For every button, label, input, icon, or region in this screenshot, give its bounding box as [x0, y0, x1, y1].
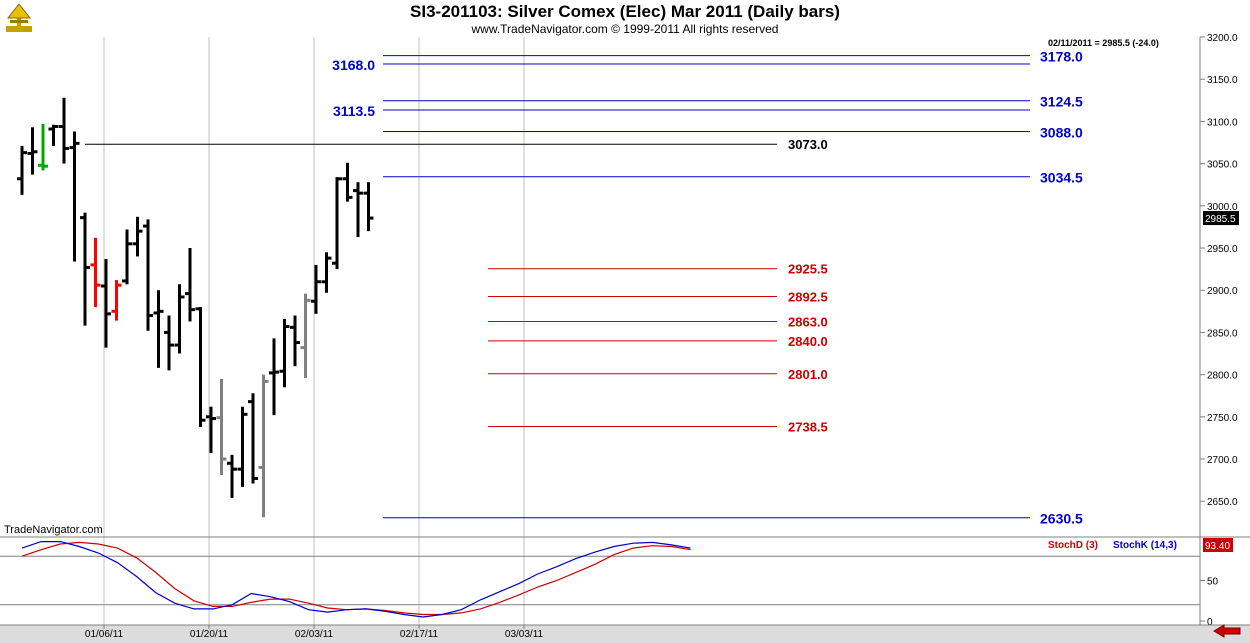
- price-tick-label: 2800.0: [1207, 371, 1238, 382]
- ohlc-bar[interactable]: [216, 378, 227, 476]
- ohlc-bar[interactable]: [80, 212, 90, 326]
- price-level-label: 3178.0: [1040, 49, 1083, 65]
- ohlc-bar[interactable]: [27, 127, 38, 175]
- price-tick-label: 2700.0: [1207, 455, 1238, 466]
- price-level-label: 2801.0: [788, 367, 828, 382]
- date-tick-label: 02/03/11: [295, 629, 334, 640]
- stochastic-panel: 0 50 StochD (3) StochK (14,3) 93.40: [0, 538, 1233, 628]
- stoch-legend-k: StochK (14,3): [1113, 540, 1177, 551]
- ohlc-bar[interactable]: [227, 454, 237, 498]
- price-tick-label: 3100.0: [1207, 117, 1238, 128]
- price-level-label: 3113.5: [333, 103, 375, 119]
- stoch-legend-d: StochD (3): [1048, 540, 1098, 551]
- ohlc-bar[interactable]: [153, 290, 164, 368]
- price-tick-label: 3050.0: [1207, 160, 1238, 171]
- price-tick-label: 2900.0: [1207, 286, 1238, 297]
- chart-title: SI3-201103: Silver Comex (Elec) Mar 2011…: [410, 2, 840, 21]
- price-level-label: 2840.0: [788, 334, 828, 349]
- status-readout: 02/11/2011 = 2985.5 (-24.0): [1048, 38, 1159, 48]
- price-level-label: 2630.5: [1040, 511, 1083, 527]
- ohlc-bar[interactable]: [185, 248, 195, 322]
- price-bars: [17, 97, 374, 518]
- ohlc-bar[interactable]: [132, 216, 143, 257]
- ohlc-bar[interactable]: [90, 237, 101, 308]
- trade-navigator-logo-icon[interactable]: [4, 2, 34, 34]
- price-axis-background: [1200, 37, 1250, 625]
- axes: 2650.0 2700.0 2750.0 2800.0 2850.0 2900.0 2950…: [0, 33, 1250, 640]
- stoch-tick-label: 50: [1207, 577, 1219, 588]
- price-levels: 3178.0 3168.0 3124.5 3113.5 3088.0 3073.0 3034…: [85, 49, 1083, 527]
- ohlc-bar[interactable]: [237, 406, 248, 487]
- ohlc-bar[interactable]: [290, 315, 300, 367]
- price-level-label: 2925.5: [788, 262, 828, 277]
- ohlc-bar[interactable]: [311, 264, 321, 314]
- price-level-label: 2863.0: [788, 314, 828, 329]
- price-tick-label: 3000.0: [1207, 202, 1238, 213]
- ohlc-bar[interactable]: [17, 145, 27, 195]
- price-tick-label: 2850.0: [1207, 328, 1238, 339]
- ohlc-bar[interactable]: [101, 258, 111, 348]
- ohlc-bar[interactable]: [248, 393, 258, 484]
- price-level-label: 2892.5: [788, 290, 828, 305]
- scroll-left-arrow-icon[interactable]: [1213, 624, 1241, 638]
- ohlc-bar[interactable]: [321, 252, 332, 293]
- grid-lines: [0, 37, 1250, 643]
- ohlc-bar[interactable]: [258, 374, 269, 518]
- price-tick-label: 2950.0: [1207, 244, 1238, 255]
- stoch-value-box: [1203, 538, 1233, 552]
- ohlc-bar[interactable]: [269, 338, 279, 416]
- date-tick-label: 01/20/11: [190, 629, 229, 640]
- price-level-label: 2738.5: [788, 420, 828, 435]
- price-panel-background: [0, 37, 1200, 535]
- stoch-value-label: 93.40: [1205, 541, 1230, 552]
- price-level-label: 3088.0: [1040, 125, 1083, 141]
- price-level-label: 3124.5: [1040, 94, 1083, 110]
- date-axis-background: [0, 625, 1250, 643]
- price-tick-label: 3200.0: [1207, 33, 1238, 44]
- ohlc-bar[interactable]: [195, 307, 206, 427]
- price-tick-label: 3150.0: [1207, 75, 1238, 86]
- ohlc-bar[interactable]: [111, 280, 122, 321]
- price-level-label: 3073.0: [788, 137, 828, 152]
- ohlc-bar[interactable]: [69, 131, 80, 262]
- price-tick-label: 2650.0: [1207, 497, 1238, 508]
- chart-subtitle: www.TradeNavigator.com © 1999-2011 All r…: [471, 22, 779, 36]
- ohlc-bar[interactable]: [174, 284, 185, 354]
- ohlc-bar[interactable]: [363, 182, 374, 232]
- ohlc-bar[interactable]: [143, 219, 153, 331]
- date-tick-label: 02/17/11: [400, 629, 439, 640]
- ohlc-bar[interactable]: [48, 124, 59, 146]
- ohlc-bar[interactable]: [279, 318, 290, 388]
- price-level-label: 3034.5: [1040, 170, 1083, 186]
- ohlc-bar[interactable]: [59, 97, 69, 164]
- date-tick-label: 01/06/11: [85, 629, 124, 640]
- ohlc-bar[interactable]: [38, 123, 48, 171]
- stoch-tick-label: 0: [1207, 617, 1213, 628]
- price-tick-label: 2750.0: [1207, 413, 1238, 424]
- ohlc-bar[interactable]: [300, 293, 311, 379]
- ohlc-bar[interactable]: [164, 315, 174, 371]
- stoch-series-line: [21, 540, 691, 618]
- watermark-label: TradeNavigator.com: [4, 524, 103, 536]
- ohlc-bar[interactable]: [342, 162, 353, 202]
- last-price-box: [1203, 211, 1239, 226]
- ohlc-bar[interactable]: [206, 406, 216, 454]
- ohlc-bar[interactable]: [122, 229, 132, 285]
- last-price-label: 2985.5: [1205, 214, 1236, 225]
- price-level-label: 3168.0: [332, 57, 375, 73]
- date-tick-label: 03/03/11: [505, 629, 544, 640]
- ohlc-bar[interactable]: [332, 177, 342, 270]
- ohlc-bar[interactable]: [353, 182, 363, 238]
